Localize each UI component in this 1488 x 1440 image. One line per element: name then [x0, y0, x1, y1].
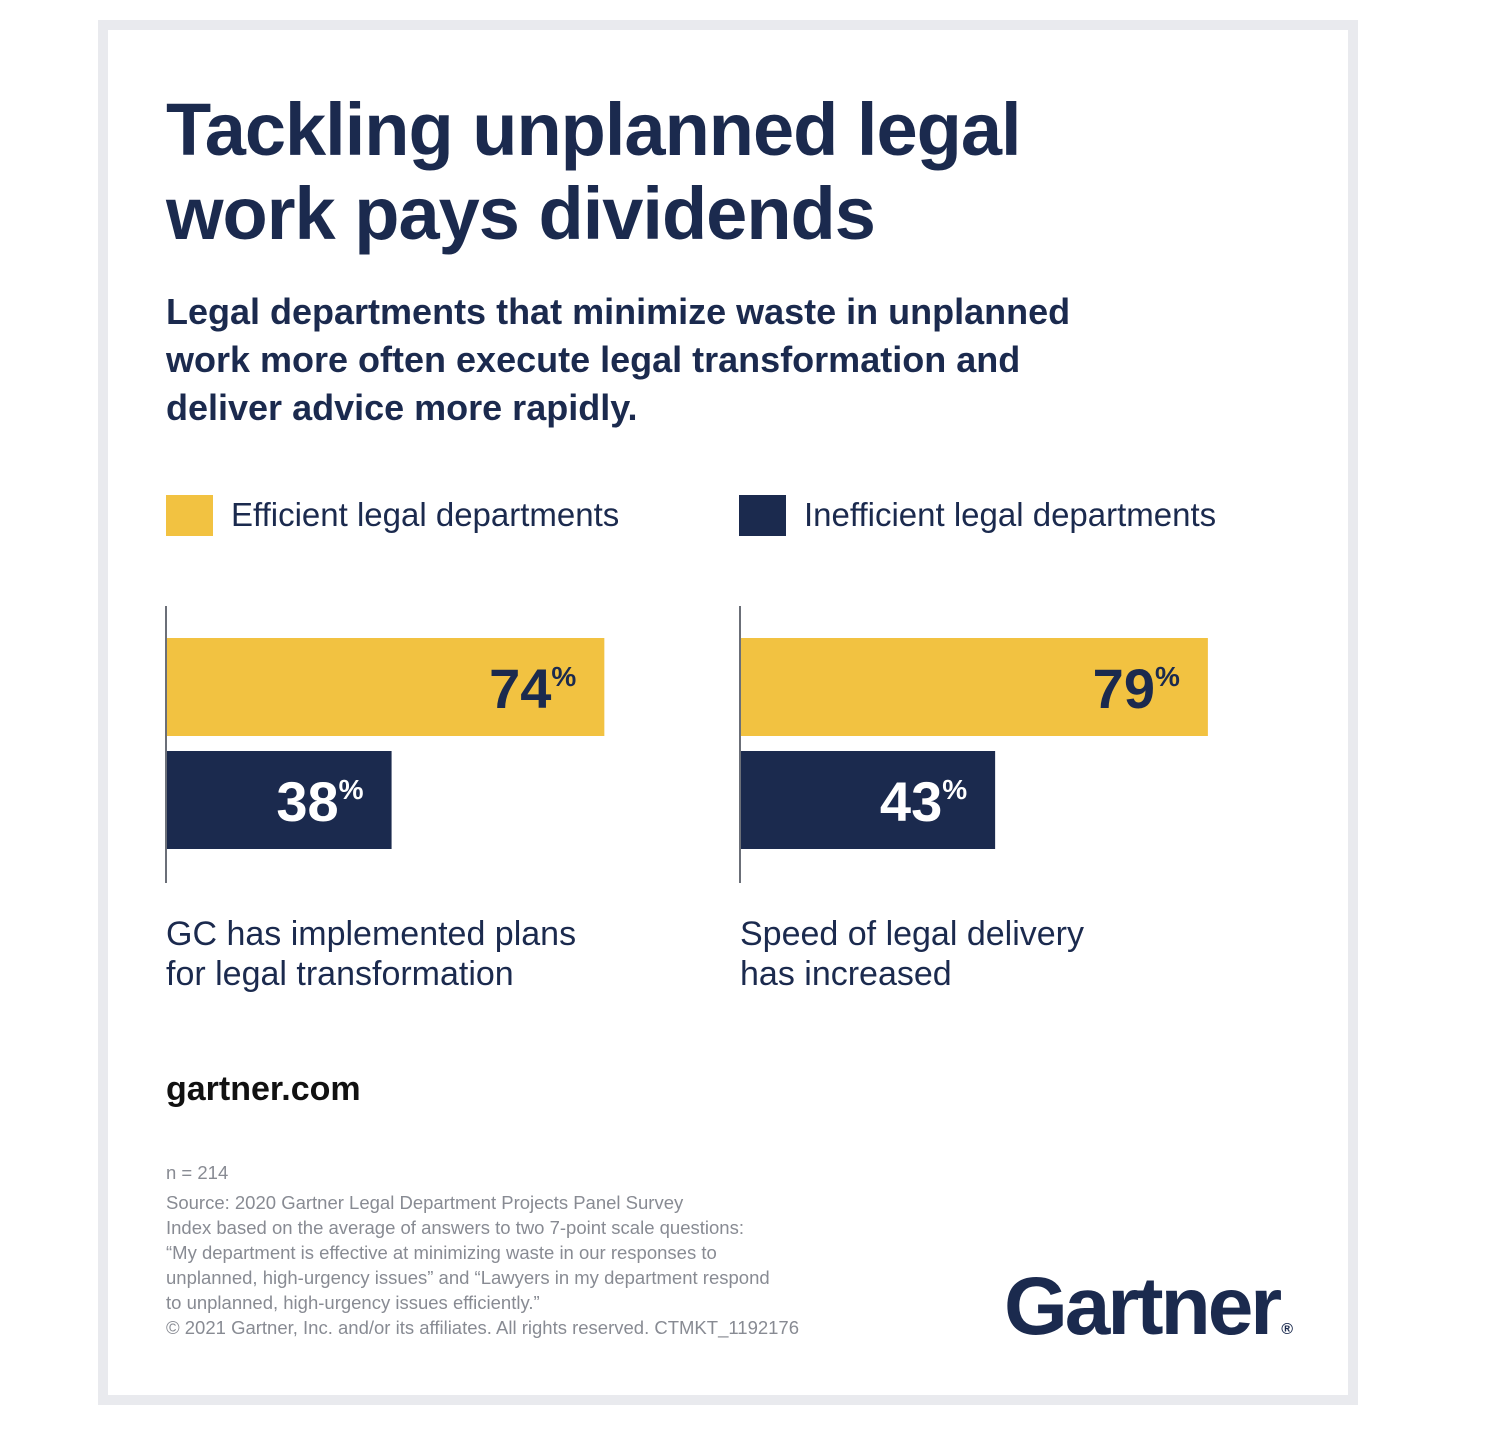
category-label-speed: Speed of legal delivery has increased: [740, 914, 1220, 994]
category-label-line: GC has implemented plans: [166, 915, 577, 953]
category-label-transformation: GC has implemented plans for legal trans…: [166, 914, 646, 994]
category-label-line: has increased: [740, 955, 952, 993]
legend-label-inefficient: Inefficient legal departments: [804, 496, 1217, 533]
legend-label-efficient: Efficient legal departments: [231, 496, 620, 533]
footnotes: n = 214 Source: 2020 Gartner Legal Depar…: [166, 1160, 886, 1340]
footnote-copyright: © 2021 Gartner, Inc. and/or its affiliat…: [166, 1317, 800, 1338]
legend-swatch-efficient: [166, 494, 213, 536]
subtitle-line-3: deliver advice more rapidly.: [166, 387, 638, 428]
legend-item-inefficient: Inefficient legal departments: [739, 494, 1216, 536]
subtitle-line-2: work more often execute legal transforma…: [166, 339, 1021, 380]
footnote-line: unplanned, high-urgency issues” and “Law…: [166, 1267, 770, 1288]
category-label-line: for legal transformation: [166, 955, 514, 993]
category-label-line: Speed of legal delivery: [740, 915, 1085, 953]
footnote-line: to unplanned, high-urgency issues effici…: [166, 1292, 540, 1313]
registered-mark: ®: [1281, 1321, 1294, 1338]
logo-wordmark: Gartner: [1004, 1261, 1282, 1352]
title-line-1: Tackling unplanned legal: [166, 88, 1022, 171]
footnote-line: “My department is effective at minimizin…: [166, 1242, 717, 1263]
title-line-2: work pays dividends: [166, 172, 876, 255]
gartner-logo: Gartner ®: [1004, 1262, 1293, 1375]
subtitle: Legal departments that minimize waste in…: [166, 288, 1166, 432]
page-title: Tackling unplanned legal work pays divid…: [166, 88, 1266, 256]
website-link[interactable]: gartner.com: [166, 1070, 361, 1108]
footnote-source: Source: 2020 Gartner Legal Department Pr…: [166, 1192, 684, 1213]
legend-item-efficient: Efficient legal departments: [166, 494, 619, 536]
legend-swatch-inefficient: [739, 494, 786, 536]
footnote-sample-size: n = 214: [166, 1162, 229, 1183]
footnote-line: Index based on the average of answers to…: [166, 1217, 744, 1238]
subtitle-line-1: Legal departments that minimize waste in…: [166, 291, 1071, 332]
